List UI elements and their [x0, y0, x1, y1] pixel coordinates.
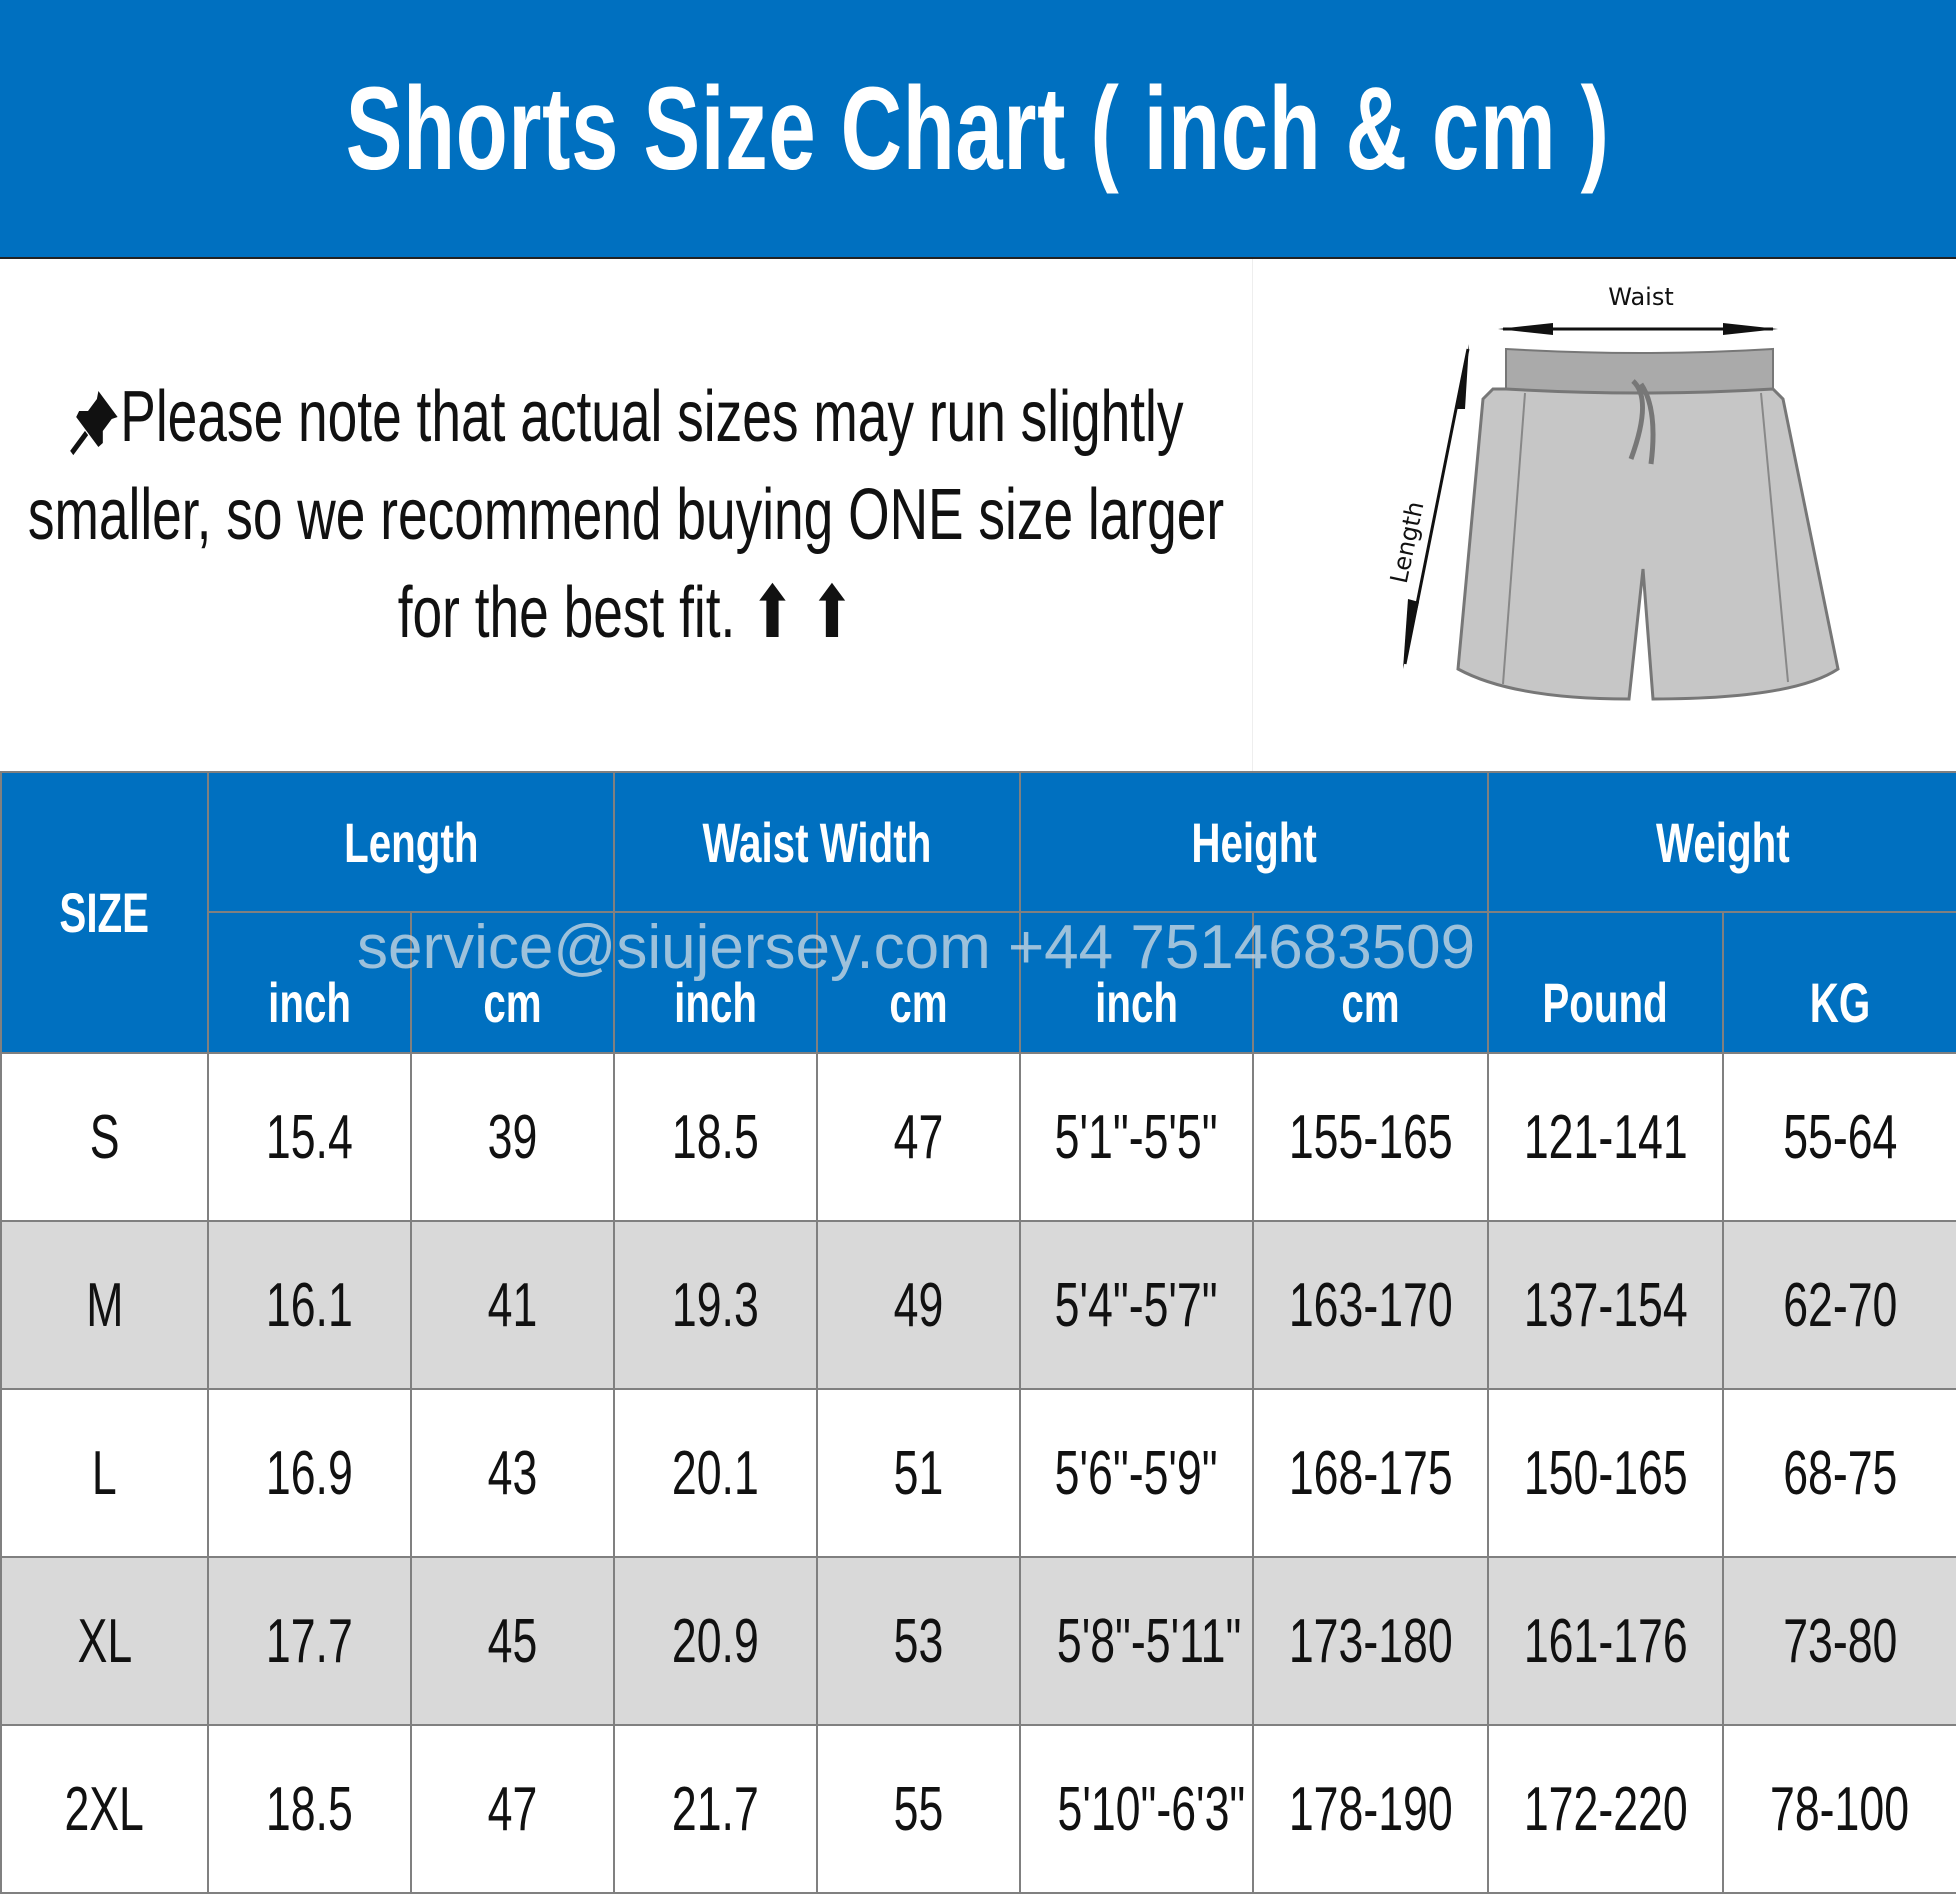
value-cell: 19.3 — [613, 1220, 818, 1390]
value-cell: 20.9 — [613, 1556, 818, 1726]
value-cell: 62-70 — [1722, 1220, 1956, 1390]
table-row: XL 17.7 45 20.9 53 5'8"-5'11" 173-180 161-176 73… — [0, 1556, 1956, 1726]
value-cell: 137-154 — [1487, 1220, 1725, 1390]
table-row: S 15.4 39 18.5 47 5'1"-5'5" 155-165 121-141 55-6… — [0, 1052, 1956, 1222]
waist-label: Waist — [1608, 283, 1673, 311]
group-length: Length — [207, 771, 615, 913]
size-table: SIZE Length Waist Width Height Weight in… — [0, 771, 1956, 1894]
value-cell: 5'1"-5'5" — [1019, 1052, 1255, 1222]
unit-header: cm — [1252, 911, 1490, 1054]
unit-header: cm — [410, 911, 615, 1054]
value-cell: 78-100 — [1722, 1724, 1956, 1894]
value-cell: 47 — [410, 1724, 615, 1894]
value-cell: 172-220 — [1487, 1724, 1725, 1894]
value-cell: 55 — [815, 1724, 1022, 1894]
value-cell: 5'4"-5'7" — [1019, 1220, 1255, 1390]
value-cell: 73-80 — [1722, 1556, 1956, 1726]
group-waist-width: Waist Width — [612, 771, 1022, 913]
value-cell: 16.1 — [207, 1220, 412, 1390]
pushpin-icon — [69, 390, 118, 456]
size-header: SIZE — [0, 771, 209, 1054]
value-cell: 121-141 — [1487, 1052, 1725, 1222]
value-cell: 161-176 — [1487, 1556, 1725, 1726]
value-cell: 55-64 — [1722, 1052, 1956, 1222]
note-text: Please note that actual sizes may run sl… — [27, 377, 1225, 653]
value-cell: 47 — [815, 1052, 1022, 1222]
value-cell: 163-170 — [1252, 1220, 1490, 1390]
unit-header: Pound — [1487, 911, 1725, 1054]
unit-header: inch — [1019, 911, 1255, 1054]
table-row: 2XL 18.5 47 21.7 55 5'10"-6'3" 178-190 172-220 7… — [0, 1724, 1956, 1894]
group-weight: Weight — [1487, 771, 1956, 913]
value-cell: 5'10"-6'3" — [1019, 1724, 1255, 1894]
value-cell: 173-180 — [1252, 1556, 1490, 1726]
value-cell: 45 — [410, 1556, 615, 1726]
value-cell: 16.9 — [207, 1388, 412, 1558]
value-cell: 39 — [410, 1052, 615, 1222]
size-cell: S — [0, 1052, 209, 1222]
group-height: Height — [1019, 771, 1490, 913]
table-row: M 16.1 41 19.3 49 5'4"-5'7" 163-170 137-154 62-7… — [0, 1220, 1956, 1390]
value-cell: 5'6"-5'9" — [1019, 1388, 1255, 1558]
value-cell: 53 — [815, 1556, 1022, 1726]
value-cell: 20.1 — [613, 1388, 818, 1558]
value-cell: 18.5 — [613, 1052, 818, 1222]
value-cell: 150-165 — [1487, 1388, 1725, 1558]
size-cell: XL — [0, 1556, 209, 1726]
value-cell: 15.4 — [207, 1052, 412, 1222]
size-cell: 2XL — [0, 1724, 209, 1894]
unit-header: cm — [815, 911, 1022, 1054]
table-row: L 16.9 43 20.1 51 5'6"-5'9" 168-175 150-165 68-7… — [0, 1388, 1956, 1558]
unit-header: inch — [207, 911, 412, 1054]
page-title: Shorts Size Chart ( inch & cm ) — [346, 62, 1610, 195]
value-cell: 168-175 — [1252, 1388, 1490, 1558]
unit-header: KG — [1722, 911, 1956, 1054]
size-cell: M — [0, 1220, 209, 1390]
value-cell: 5'8"-5'11" — [1019, 1556, 1255, 1726]
unit-header: inch — [613, 911, 818, 1054]
title-banner: Shorts Size Chart ( inch & cm ) — [0, 0, 1956, 259]
value-cell: 68-75 — [1722, 1388, 1956, 1558]
value-cell: 41 — [410, 1220, 615, 1390]
value-cell: 43 — [410, 1388, 615, 1558]
value-cell: 21.7 — [613, 1724, 818, 1894]
units-row: inch cm inch cm inch cm Pound KG — [1, 911, 1956, 1054]
value-cell: 17.7 — [207, 1556, 412, 1726]
sizing-note: Please note that actual sizes may run sl… — [0, 259, 1253, 771]
value-cell: 178-190 — [1252, 1724, 1490, 1894]
value-cell: 51 — [815, 1388, 1022, 1558]
value-cell: 18.5 — [207, 1724, 412, 1894]
value-cell: 49 — [815, 1220, 1022, 1390]
shorts-diagram: Waist Length — [1253, 259, 1956, 771]
value-cell: 155-165 — [1252, 1052, 1490, 1222]
size-cell: L — [0, 1388, 209, 1558]
